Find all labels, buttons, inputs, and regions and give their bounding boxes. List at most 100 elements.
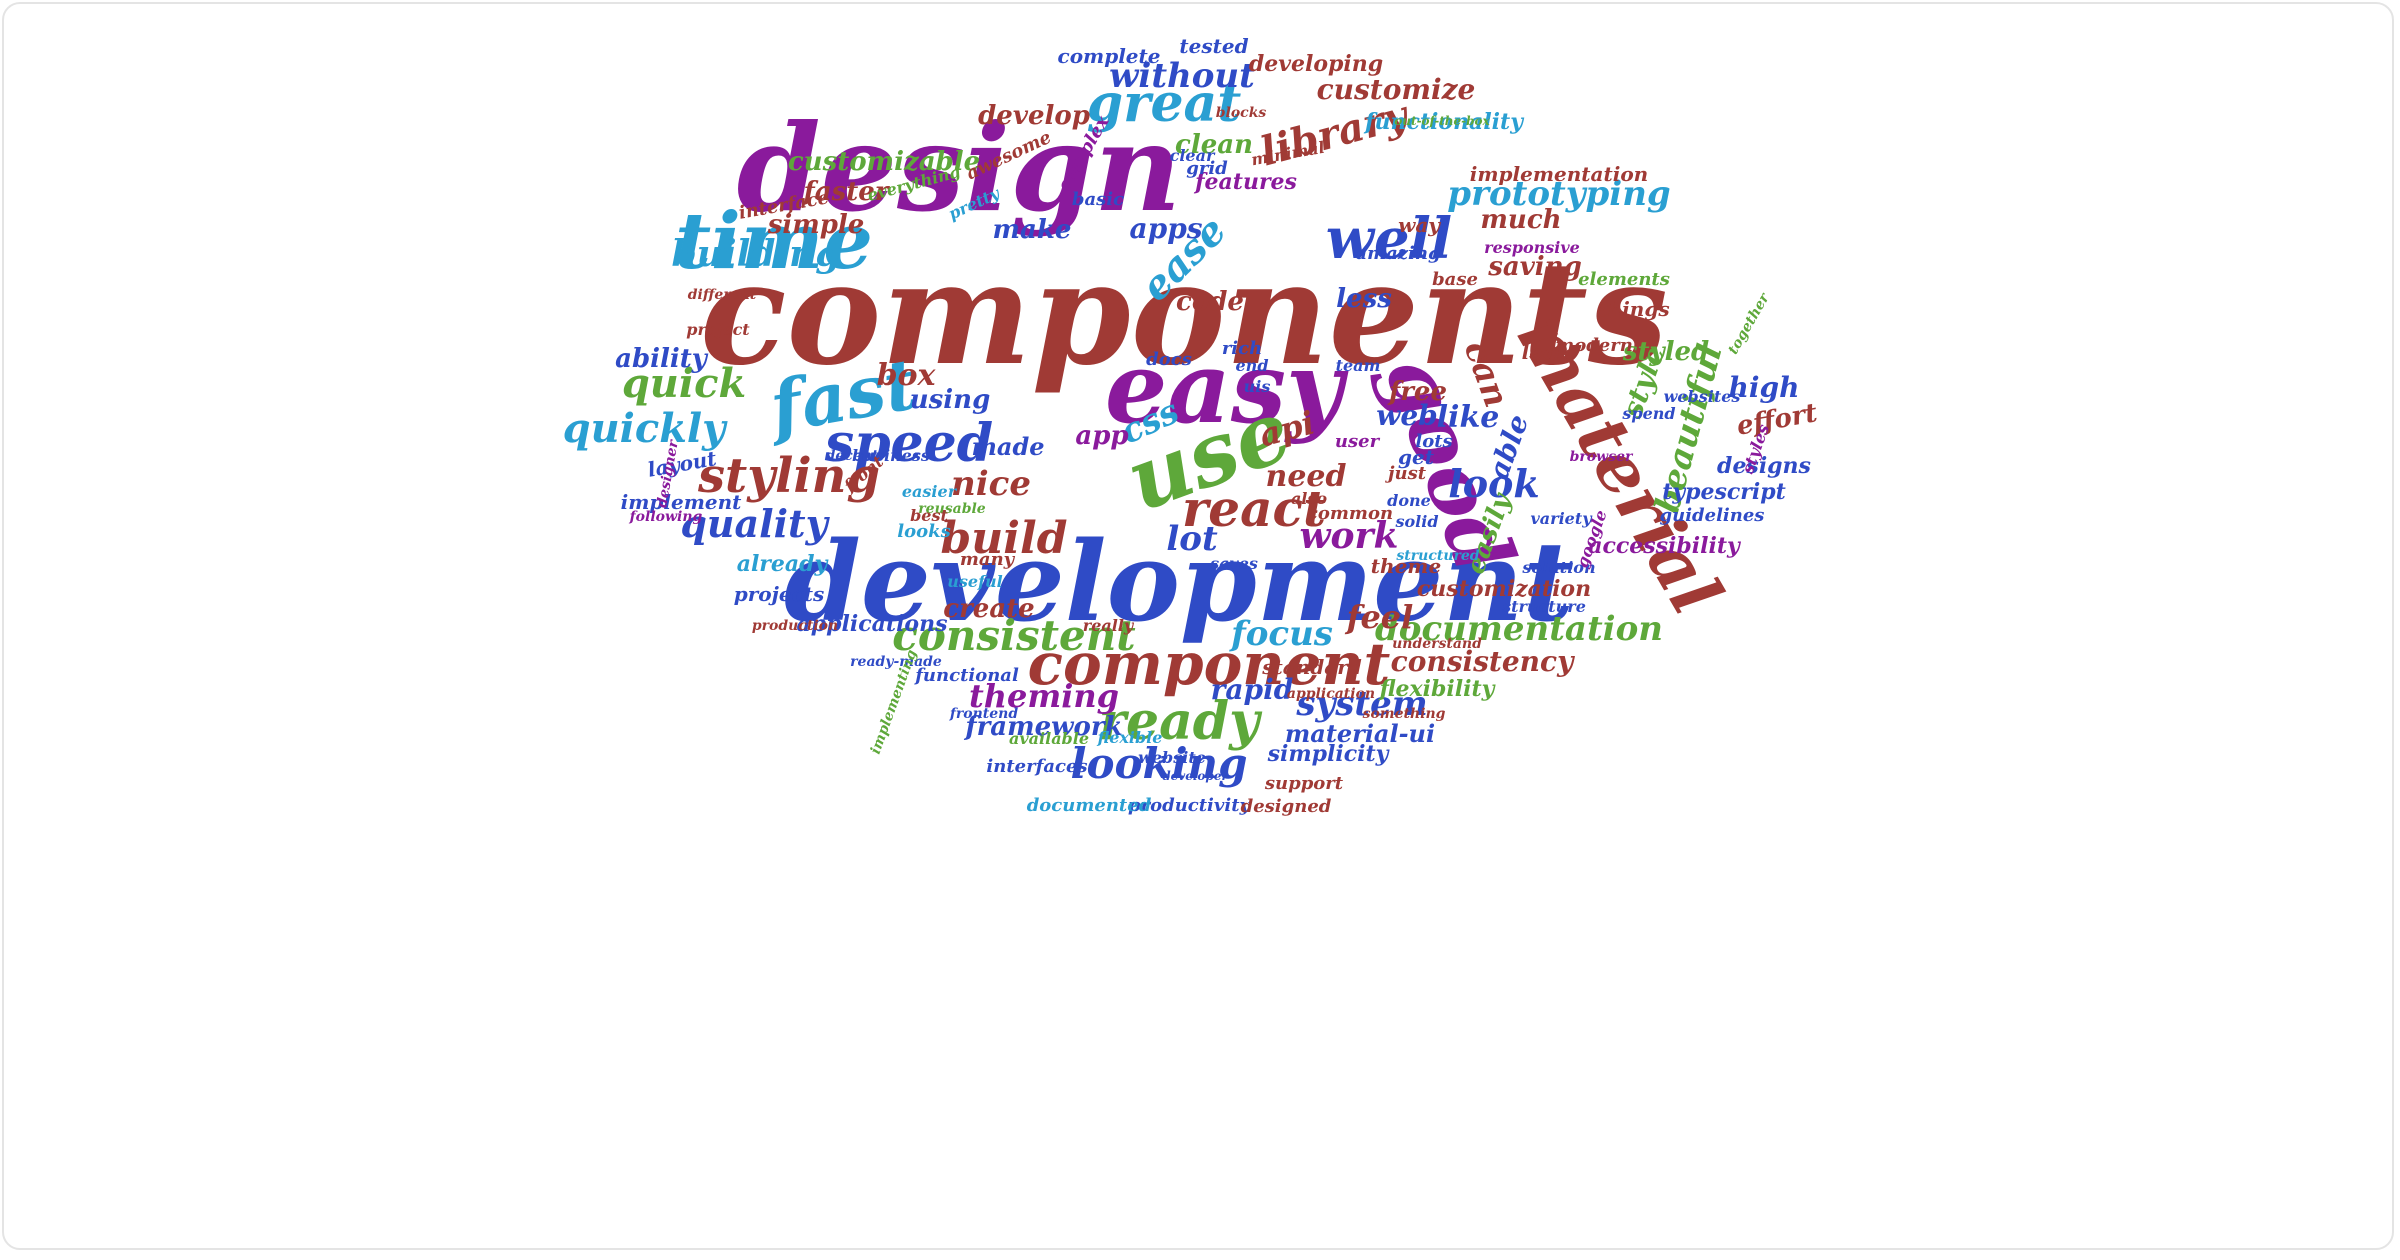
word-uis: uis <box>1243 377 1271 396</box>
word-code: code <box>1176 287 1244 317</box>
word-framework: framework <box>965 712 1123 742</box>
word-applications: applications <box>796 611 948 637</box>
word-customization: customization <box>1416 576 1592 602</box>
word-less: less <box>1336 284 1392 314</box>
word-tested: tested <box>1179 34 1249 58</box>
word-prototyping: prototyping <box>1447 174 1671 214</box>
word-implement: implement <box>620 490 742 514</box>
word-team: team <box>1335 356 1381 375</box>
word-high: high <box>1728 371 1800 404</box>
word-decent: decent <box>825 448 879 464</box>
word-production: production <box>751 618 839 634</box>
word-ability: ability <box>615 344 707 374</box>
word-material-ui: material-ui <box>1284 719 1436 748</box>
word-accessibility: accessibility <box>1588 533 1740 559</box>
word-styling: styling <box>697 448 881 504</box>
word-well: well <box>1325 206 1453 272</box>
word-out-of-the-box: out-of-the-box <box>1394 114 1490 128</box>
word-interfaces: interfaces <box>986 756 1088 777</box>
word-flexibility: flexibility <box>1379 676 1495 702</box>
word-structure: structure <box>1502 597 1586 616</box>
word-react: react <box>1181 479 1327 538</box>
word-websites: websites <box>1663 387 1741 406</box>
word-need: need <box>1265 459 1347 494</box>
word-docs: docs <box>1146 349 1192 370</box>
word-building: building <box>671 233 841 275</box>
word-way: way <box>1398 213 1440 237</box>
word-spend: spend <box>1622 404 1676 423</box>
word-faster: faster <box>803 177 889 207</box>
word-speed: speed <box>824 413 994 474</box>
word-using: using <box>909 385 991 415</box>
word-already: already <box>736 551 828 577</box>
word-many: many <box>959 549 1015 570</box>
word-get: get <box>1398 445 1434 469</box>
word-time: time <box>675 196 873 287</box>
word-base: base <box>1432 269 1478 290</box>
word-much: much <box>1480 205 1562 235</box>
word-logic: logic <box>1521 340 1577 364</box>
word-developer: developer <box>1162 769 1228 783</box>
word-support: support <box>1264 773 1344 794</box>
word-looking: looking <box>1070 739 1248 788</box>
word-functionality: functionality <box>1365 109 1523 135</box>
word-useful: useful <box>947 572 1003 591</box>
word-system: system <box>1296 684 1428 724</box>
word-solid: solid <box>1395 512 1439 531</box>
word-together: together <box>1725 290 1773 358</box>
word-work: work <box>1299 515 1399 557</box>
word-component: component <box>1027 630 1391 698</box>
word-saves: saves <box>1210 554 1258 573</box>
word-structured: structured <box>1396 548 1480 564</box>
word-project: project <box>686 320 750 339</box>
word-customize: customize <box>1316 73 1476 106</box>
word-implementation: implementation <box>1469 162 1649 186</box>
word-just: just <box>1387 463 1427 484</box>
word-ready: ready <box>1098 691 1260 752</box>
word-features: features <box>1195 169 1297 195</box>
word-flexible: flexible <box>1097 728 1163 747</box>
word-something: something <box>1362 706 1446 722</box>
word-web: web <box>1376 399 1438 432</box>
word-frontend: frontend <box>949 706 1019 722</box>
word-like: like <box>1436 400 1500 435</box>
word-done: done <box>1387 491 1431 510</box>
word-made: made <box>971 432 1045 461</box>
word-user: user <box>1334 431 1380 452</box>
word-best: best <box>910 506 948 525</box>
word-design: design <box>736 98 1182 239</box>
word-theme: theme <box>1370 554 1442 578</box>
word-box: box <box>876 358 936 393</box>
word-solution: solution <box>1522 558 1596 577</box>
word-consistent: consistent <box>892 611 1136 660</box>
word-projects: projects <box>733 582 825 606</box>
word-rich: rich <box>1221 338 1263 359</box>
word-styled: styled <box>1622 337 1710 367</box>
word-available: available <box>1009 729 1089 748</box>
word-designed: designed <box>1240 796 1332 817</box>
word-lots: lots <box>1415 431 1453 452</box>
word-effort: effort <box>1734 398 1820 442</box>
word-simplicity: simplicity <box>1267 741 1389 767</box>
word-application: application <box>1286 686 1376 702</box>
word-development: development <box>783 517 1575 646</box>
word-grid: grid <box>1186 158 1228 179</box>
word-complete: complete <box>1057 44 1161 68</box>
word-documented: documented <box>1026 795 1152 816</box>
word-following: following <box>629 509 703 525</box>
word-look: look <box>1448 461 1540 506</box>
word-really: really <box>1082 616 1134 635</box>
word-looks: looks <box>897 521 951 542</box>
word-easier: easier <box>901 482 957 501</box>
word-lot: lot <box>1166 519 1218 559</box>
word-consistency: consistency <box>1390 645 1574 678</box>
word-productivity: productivity <box>1128 795 1250 816</box>
word-clear: clear <box>1169 146 1215 165</box>
word-different: different <box>687 287 757 303</box>
word-without: without <box>1109 56 1255 96</box>
word-simple: simple <box>767 210 865 240</box>
word-browser: browser <box>1569 449 1633 465</box>
word-clean: clean <box>1175 130 1253 160</box>
word-develop: develop <box>978 101 1090 131</box>
